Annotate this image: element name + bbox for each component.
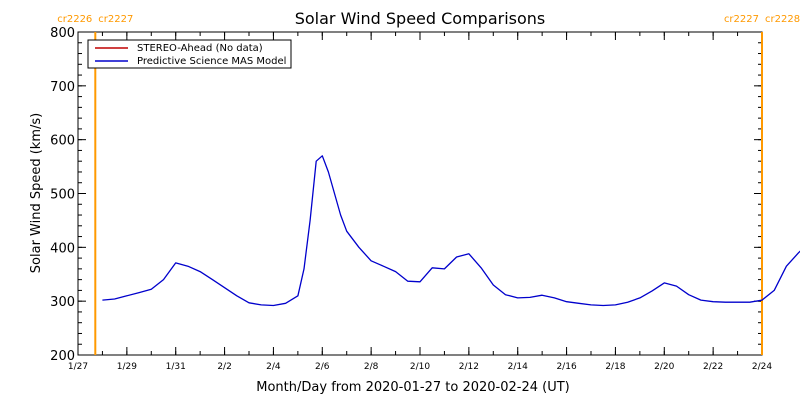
x-tick-label: 2/22 — [703, 362, 723, 372]
x-tick-label: 2/4 — [266, 362, 281, 372]
x-tick-label: 2/10 — [410, 362, 430, 372]
legend-label-mas: Predictive Science MAS Model — [137, 56, 286, 67]
y-tick-label: 800 — [50, 26, 75, 41]
y-axis: 200 300 400 500 600 700 800 — [50, 26, 762, 364]
y-axis-label: Solar Wind Speed (km/s) — [29, 113, 44, 273]
carrington-label-left: cr2227 — [724, 14, 759, 25]
legend-label-stereo: STEREO-Ahead (No data) — [137, 43, 263, 54]
x-axis-label: Month/Day from 2020-01-27 to 2020-02-24 … — [256, 380, 569, 395]
x-tick-label: 2/18 — [605, 362, 625, 372]
carrington-label-left: cr2226 — [57, 14, 92, 25]
y-tick-label: 700 — [50, 80, 75, 95]
x-tick-label: 2/14 — [508, 362, 528, 372]
x-tick-label: 2/24 — [752, 362, 772, 372]
carrington-label-right: cr2228 — [765, 14, 800, 25]
x-tick-label: 1/31 — [166, 362, 186, 372]
series-line-1 — [102, 155, 800, 307]
carrington-markers: cr2226 cr2227 cr2227 cr2228 — [57, 14, 800, 355]
x-axis: 1/27 1/29 1/31 2/2 2/4 2/6 2/8 2/10 2/12 2/14 2/16… — [68, 32, 772, 372]
x-tick-label: 2/2 — [217, 362, 231, 372]
legend-box — [87, 39, 292, 69]
x-tick-label: 1/29 — [117, 362, 137, 372]
x-tick-label: 1/27 — [68, 362, 88, 372]
carrington-label-right: cr2227 — [98, 14, 133, 25]
y-tick-label: 600 — [50, 134, 75, 149]
y-tick-label: 400 — [50, 241, 75, 256]
x-tick-label: 2/6 — [315, 362, 330, 372]
chart-title: Solar Wind Speed Comparisons — [295, 9, 546, 28]
x-tick-label: 2/20 — [654, 362, 674, 372]
series-layer — [102, 155, 800, 307]
legend: STEREO-Ahead (No data) Predictive Scienc… — [87, 39, 292, 69]
x-tick-label: 2/12 — [459, 362, 479, 372]
y-tick-label: 500 — [50, 188, 75, 203]
y-tick-label: 200 — [50, 349, 75, 364]
x-tick-label: 2/16 — [556, 362, 576, 372]
x-tick-label: 2/8 — [364, 362, 379, 372]
y-tick-label: 300 — [50, 295, 75, 310]
